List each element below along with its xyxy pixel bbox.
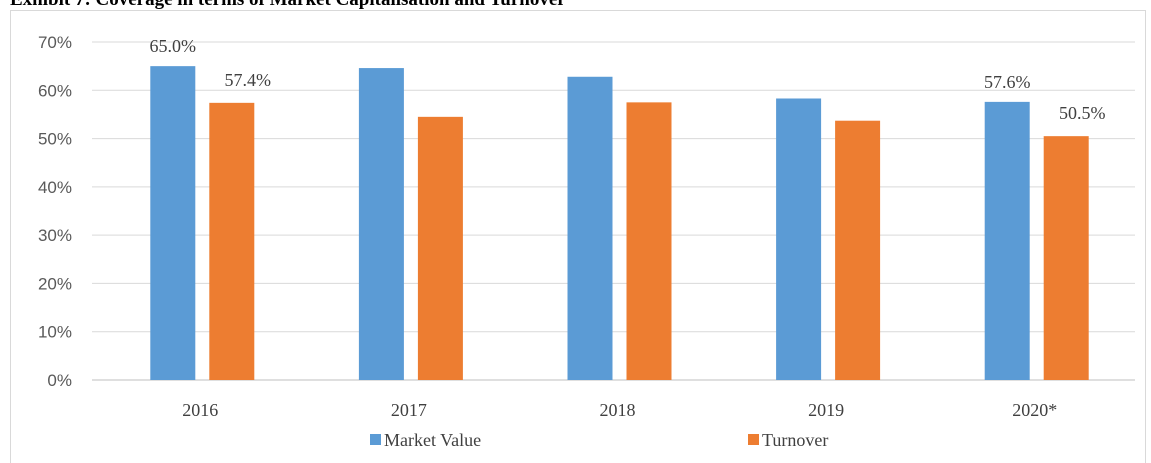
legend-label: Turnover xyxy=(762,430,828,450)
y-tick-label: 30% xyxy=(38,226,72,245)
y-tick-label: 10% xyxy=(38,323,72,342)
bar xyxy=(626,102,672,380)
chart-title: Exhibit 7: Coverage in terms of Market C… xyxy=(10,0,566,10)
y-tick-label: 60% xyxy=(38,81,72,100)
data-label: 65.0% xyxy=(150,36,197,56)
bar xyxy=(1043,136,1089,380)
y-tick-label: 40% xyxy=(38,178,72,197)
data-label: 57.4% xyxy=(225,70,272,90)
bar xyxy=(835,120,881,380)
bar xyxy=(567,76,613,380)
legend-swatch xyxy=(370,434,381,445)
legend-label: Market Value xyxy=(384,430,481,450)
x-tick-label: 2016 xyxy=(182,400,218,420)
bar xyxy=(150,66,196,381)
data-label: 57.6% xyxy=(984,72,1031,92)
legend-swatch xyxy=(748,434,759,445)
bar xyxy=(417,116,463,380)
bar xyxy=(358,68,404,381)
chart-border xyxy=(10,10,1146,463)
x-tick-label: 2017 xyxy=(391,400,427,420)
x-tick-label: 2018 xyxy=(600,400,636,420)
x-tick-label: 2019 xyxy=(808,400,844,420)
y-tick-label: 50% xyxy=(38,130,72,149)
data-label: 50.5% xyxy=(1059,103,1106,123)
bar xyxy=(209,102,255,380)
y-tick-label: 0% xyxy=(47,371,72,390)
bar xyxy=(984,101,1030,381)
x-tick-label: 2020* xyxy=(1012,400,1057,420)
y-tick-label: 70% xyxy=(38,33,72,52)
y-tick-label: 20% xyxy=(38,274,72,293)
bar xyxy=(776,98,822,380)
